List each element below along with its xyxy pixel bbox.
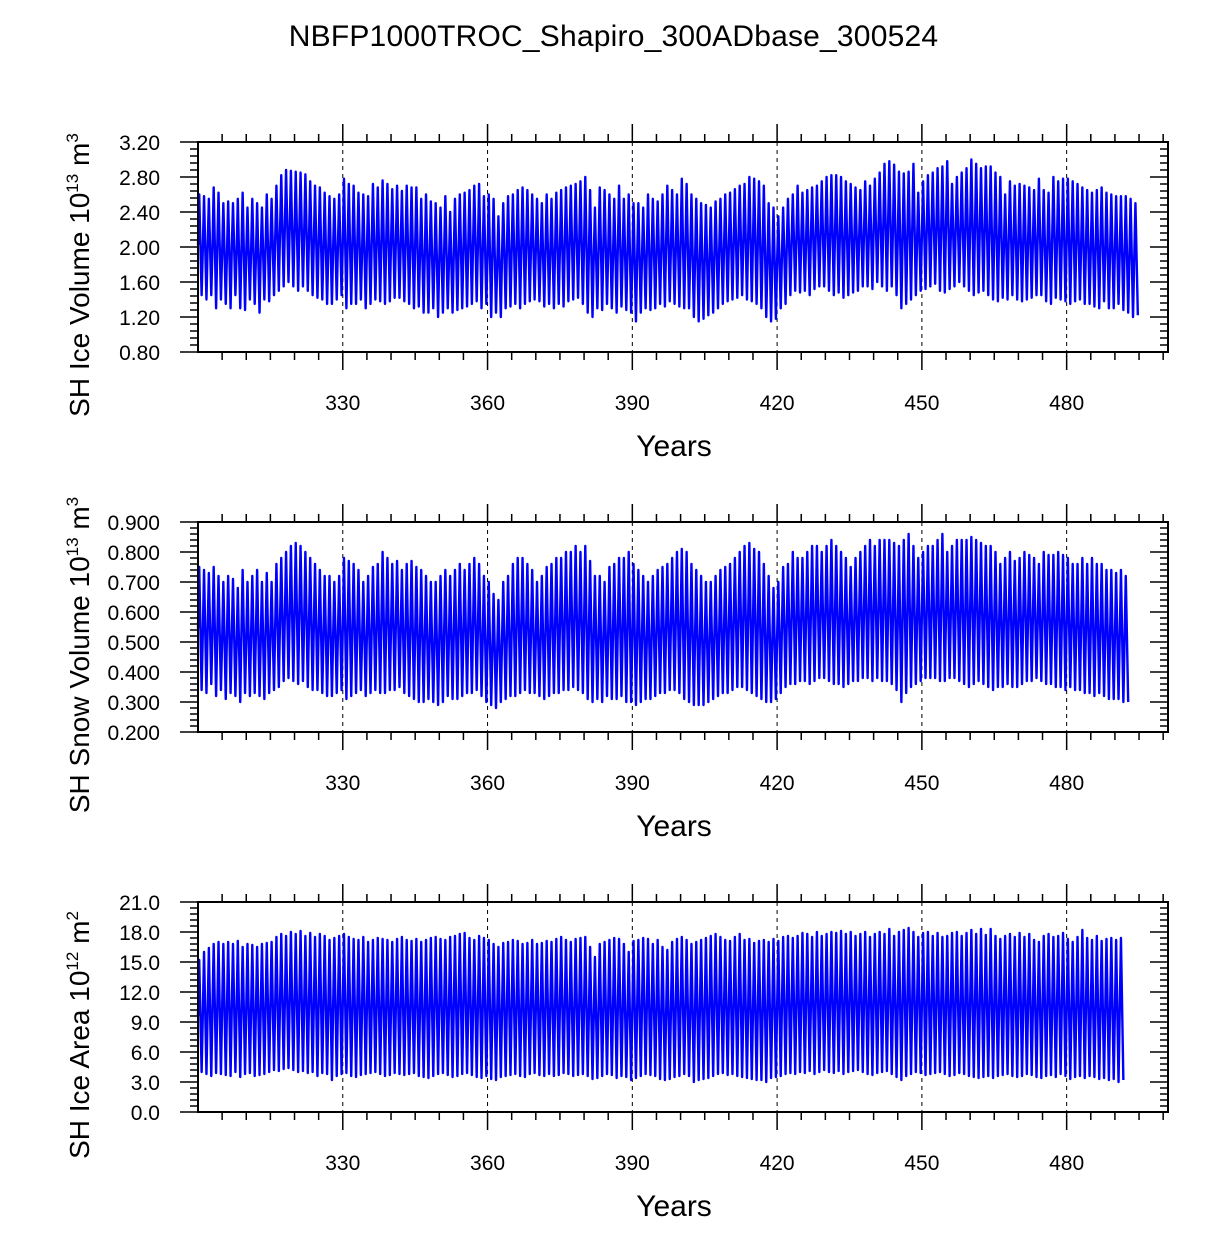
y-tick-label: 15.0	[119, 952, 160, 975]
panel-sh-ice-volume: 330 360 390 420 450 480 0.80 1.20 1.60 2.00 2.40 2.…	[0, 118, 1227, 498]
y-tick-label: 0.300	[107, 692, 160, 715]
y-tick-label: 0.400	[107, 662, 160, 685]
y-tick-label: 0.500	[107, 632, 160, 655]
x-tick-label: 360	[470, 1152, 505, 1175]
chart-sh-ice-area: 330 360 390 420 450 480 0.0 3.0 6.0 9.0 12.0 15.0 18…	[0, 878, 1227, 1225]
x-tick-label: 450	[904, 1152, 939, 1175]
y-tick-label: 0.600	[107, 602, 160, 625]
y-tick-label: 0.700	[107, 572, 160, 595]
series-line	[198, 928, 1123, 1082]
y-tick-label: 6.0	[131, 1042, 160, 1065]
x-tick-label: 390	[615, 1152, 650, 1175]
x-axis-label: Years	[636, 430, 712, 463]
series-line	[198, 160, 1138, 322]
x-tick-label: 330	[325, 772, 360, 795]
x-tick-label: 480	[1049, 392, 1084, 415]
y-tick-label: 2.40	[119, 202, 160, 225]
y-axis-label: SH Snow Volume 1013 m3	[63, 497, 95, 813]
series-line	[198, 534, 1128, 708]
x-tick-label: 450	[904, 392, 939, 415]
x-tick-label: 420	[760, 392, 795, 415]
y-tick-label: 9.0	[131, 1012, 160, 1035]
x-tick-label: 330	[325, 392, 360, 415]
y-axis-label: SH Ice Volume 1013 m3	[63, 133, 95, 417]
y-axis-label: SH Ice Area 1012 m2	[63, 911, 95, 1159]
page-title: NBFP1000TROC_Shapiro_300ADbase_300524	[0, 20, 1227, 54]
x-axis-label: Years	[636, 810, 712, 843]
x-tick-label: 450	[904, 772, 939, 795]
y-tick-label: 0.80	[119, 342, 160, 365]
y-tick-label: 0.0	[131, 1102, 160, 1125]
x-tick-label: 480	[1049, 772, 1084, 795]
x-axis-label: Years	[636, 1190, 712, 1223]
y-tick-label: 0.900	[107, 512, 160, 535]
y-tick-label: 18.0	[119, 922, 160, 945]
x-tick-label: 390	[615, 392, 650, 415]
x-tick-label: 420	[760, 1152, 795, 1175]
x-tick-label: 390	[615, 772, 650, 795]
x-tick-label: 360	[470, 392, 505, 415]
y-tick-label: 0.200	[107, 722, 160, 745]
x-tick-label: 420	[760, 772, 795, 795]
chart-sh-snow-volume: 330 360 390 420 450 480 0.200 0.300 0.400 0.500 0.…	[0, 498, 1227, 878]
y-tick-label: 3.20	[119, 132, 160, 155]
x-tick-label: 480	[1049, 1152, 1084, 1175]
panel-sh-snow-volume: 330 360 390 420 450 480 0.200 0.300 0.400 0.500 0.…	[0, 498, 1227, 878]
x-tick-label: 360	[470, 772, 505, 795]
panel-sh-ice-area: 330 360 390 420 450 480 0.0 3.0 6.0 9.0 12.0 15.0 18…	[0, 878, 1227, 1258]
y-tick-label: 0.800	[107, 542, 160, 565]
y-tick-label: 3.0	[131, 1072, 160, 1095]
y-tick-label: 21.0	[119, 892, 160, 915]
y-tick-label: 12.0	[119, 982, 160, 1005]
y-tick-label: 1.60	[119, 272, 160, 295]
y-tick-label: 2.80	[119, 167, 160, 190]
y-tick-label: 1.20	[119, 307, 160, 330]
y-tick-label: 2.00	[119, 237, 160, 260]
chart-sh-ice-volume: 330 360 390 420 450 480 0.80 1.20 1.60 2.00 2.40 2.…	[0, 118, 1227, 498]
x-tick-label: 330	[325, 1152, 360, 1175]
